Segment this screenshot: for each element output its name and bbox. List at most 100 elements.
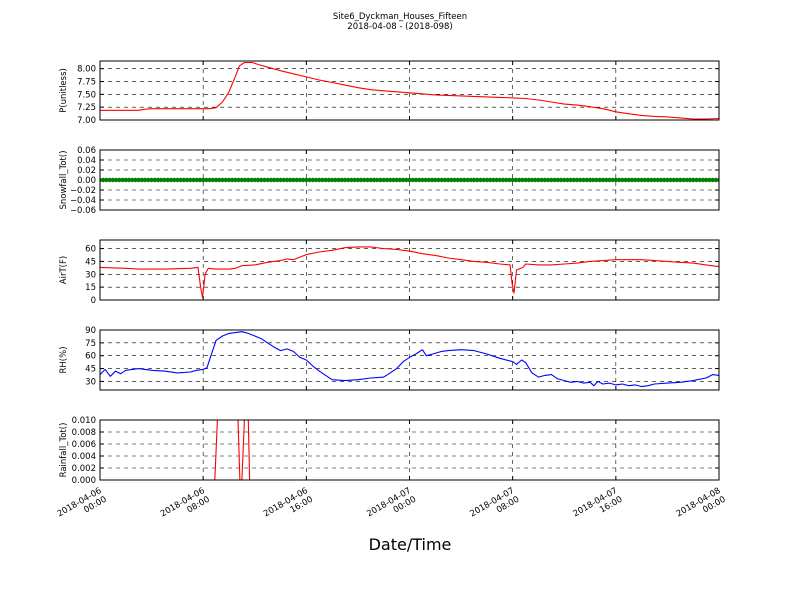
- data-point: [565, 177, 570, 183]
- data-point: [687, 177, 693, 183]
- data-point: [152, 177, 158, 183]
- data-point: [307, 177, 312, 183]
- data-point: [300, 177, 306, 183]
- data-point: [655, 177, 660, 183]
- data-point: [181, 177, 187, 183]
- data-point: [258, 177, 264, 183]
- data-point: [475, 177, 480, 183]
- data-point: [545, 177, 551, 183]
- series-group: [100, 177, 719, 183]
- y-axis-label: Rainfall_Tot(): [59, 423, 69, 478]
- data-point: [146, 177, 151, 183]
- data-point: [207, 177, 212, 183]
- data-point: [504, 177, 509, 183]
- y-axis-label: AirT(F): [59, 256, 69, 284]
- data-point: [352, 177, 357, 183]
- data-point: [265, 177, 270, 183]
- data-point: [404, 177, 409, 183]
- data-point: [391, 177, 396, 183]
- data-point: [246, 177, 251, 183]
- data-point: [623, 177, 628, 183]
- data-point: [123, 177, 128, 183]
- data-point: [262, 177, 267, 183]
- data-point: [200, 177, 206, 183]
- data-point: [716, 177, 719, 183]
- data-point: [533, 177, 538, 183]
- data-point: [500, 177, 506, 183]
- data-point: [165, 177, 170, 183]
- data-point: [581, 177, 586, 183]
- y-axis-label: Snowfall_Tot(): [59, 150, 69, 209]
- data-point: [310, 177, 315, 183]
- data-point: [597, 177, 602, 183]
- x-axis-label: Date/Time: [369, 535, 452, 554]
- data-point: [542, 177, 548, 183]
- data-point: [587, 177, 593, 183]
- y-tick-label: 0.004: [72, 452, 96, 462]
- panel-frame: [99, 419, 720, 481]
- x-tick-label: 2018-04-0600:00: [56, 486, 109, 528]
- data-point: [668, 177, 673, 183]
- y-axis-label: P(unitless): [59, 68, 69, 113]
- data-point: [242, 177, 248, 183]
- data-point: [616, 177, 622, 183]
- data-point: [275, 177, 280, 183]
- data-point: [239, 177, 245, 183]
- data-point: [171, 177, 177, 183]
- y-tick-label: 0.06: [77, 146, 96, 156]
- data-point: [288, 177, 293, 183]
- data-point: [139, 177, 145, 183]
- data-point: [326, 177, 332, 183]
- data-point: [507, 177, 512, 183]
- data-point: [149, 177, 154, 183]
- data-point: [591, 177, 596, 183]
- data-point: [674, 177, 680, 183]
- data-point: [429, 177, 435, 183]
- data-point: [462, 177, 467, 183]
- data-point: [175, 177, 180, 183]
- data-point: [210, 177, 216, 183]
- data-point: [713, 177, 718, 183]
- data-point: [291, 177, 296, 183]
- data-point: [468, 177, 473, 183]
- data-point: [562, 177, 567, 183]
- data-point: [294, 177, 299, 183]
- data-point: [652, 177, 657, 183]
- data-point: [297, 177, 303, 183]
- data-point: [233, 177, 238, 183]
- panel-frame: [99, 239, 720, 301]
- y-tick-label: 7.50: [77, 90, 96, 100]
- y-tick-label: 30: [85, 270, 96, 280]
- data-point: [413, 177, 419, 183]
- data-point: [333, 177, 338, 183]
- data-point: [487, 177, 493, 183]
- data-point: [236, 177, 241, 183]
- y-tick-label: 15: [85, 283, 96, 293]
- data-point: [481, 177, 486, 183]
- y-tick-label: −0.06: [70, 206, 96, 216]
- panel-frame: [99, 149, 720, 211]
- data-point: [555, 177, 561, 183]
- data-point: [104, 177, 109, 183]
- data-point: [665, 177, 670, 183]
- data-point: [426, 177, 432, 183]
- data-point: [130, 177, 135, 183]
- data-point: [629, 177, 635, 183]
- data-point: [136, 177, 141, 183]
- data-point: [252, 177, 257, 183]
- data-point: [442, 177, 448, 183]
- y-tick-label: 45: [85, 365, 96, 375]
- data-point: [526, 177, 531, 183]
- data-point: [342, 177, 348, 183]
- data-point: [523, 177, 528, 183]
- data-point: [378, 177, 383, 183]
- data-point: [549, 177, 554, 183]
- data-point: [574, 177, 580, 183]
- x-tick-label: 2018-04-0716:00: [572, 486, 625, 528]
- x-tick-label: 2018-04-0608:00: [159, 486, 212, 528]
- data-point: [271, 177, 277, 183]
- x-tick-label: 2018-04-0800:00: [675, 486, 728, 528]
- data-point: [197, 177, 203, 183]
- data-point: [387, 177, 393, 183]
